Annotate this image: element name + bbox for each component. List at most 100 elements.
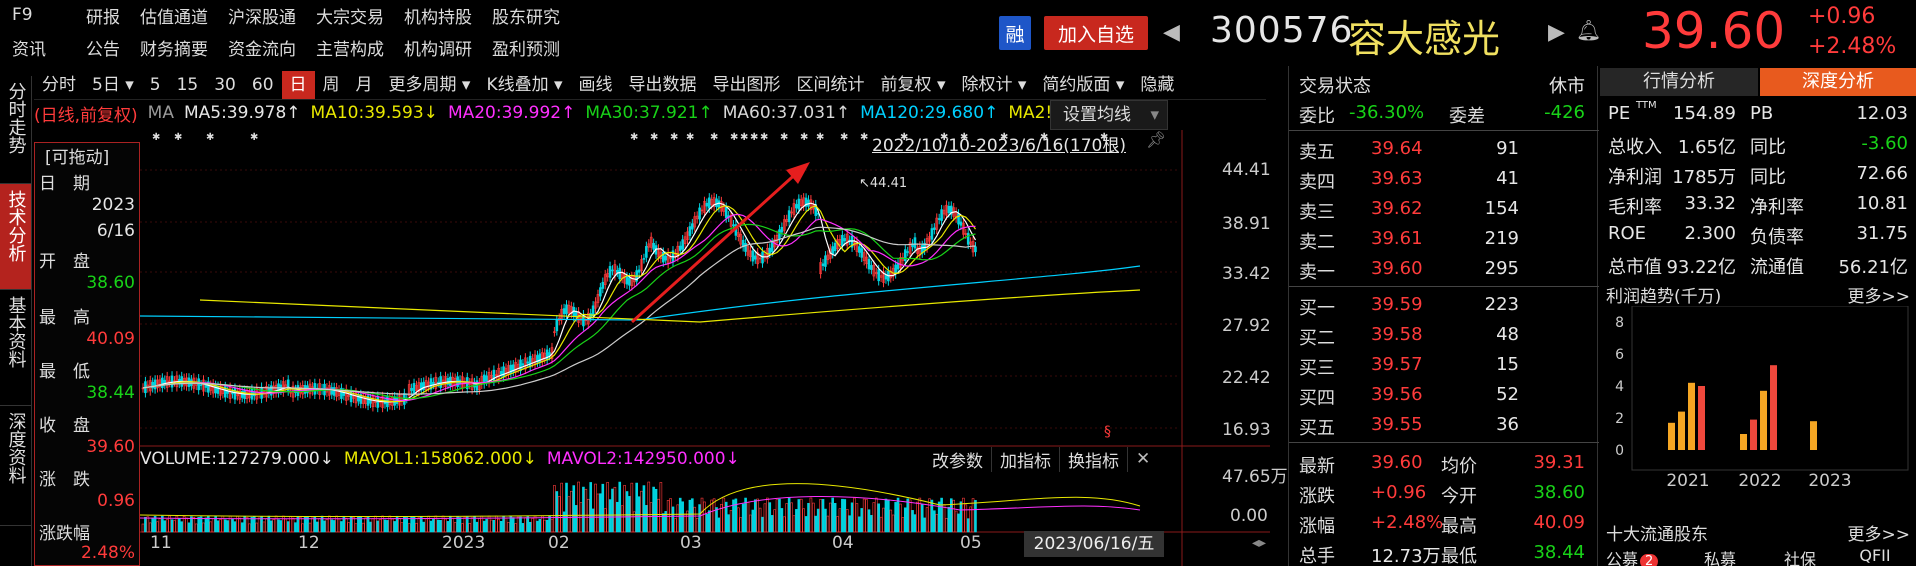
event-marker-icon[interactable]: ✱ [206,132,214,143]
toolbar-30min[interactable]: 30 [214,74,236,95]
profit-bar[interactable] [1668,422,1675,450]
toolbar-timeshare[interactable]: 分时 [42,74,76,95]
scroll-control-icon[interactable]: ◂▸ [1252,535,1267,551]
bid-row[interactable]: 买四 39.56 52 [1289,380,1599,410]
event-marker-icon[interactable]: ✱ [152,132,160,143]
ask-row[interactable]: 卖五 39.64 91 [1289,134,1599,164]
nav-research[interactable]: 研报 [86,7,120,28]
event-marker-icon[interactable]: § [1104,424,1111,440]
shareholders-more-link[interactable]: 更多>> [1847,525,1911,545]
date-range[interactable]: 2022/10/10-2023/6/16(170根) [872,136,1126,156]
margin-trading-badge[interactable]: 融 [999,16,1031,50]
toolbar-draw[interactable]: 画线 [578,74,613,95]
nav-block-trade[interactable]: 大宗交易 [316,7,384,28]
nav-stock-connect[interactable]: 沪深股通 [228,7,296,28]
profit-bar[interactable] [1698,386,1705,450]
tab-market-analysis[interactable]: 行情分析 [1600,68,1758,96]
bar-info-panel[interactable]: [可拖动] 日 期 2023 6/16 开 盘 38.60 最 高 40.09 … [34,142,140,566]
toolbar-60min[interactable]: 60 [251,74,274,95]
pin-icon[interactable]: 📌︎ [1146,130,1167,149]
change-params-button[interactable]: 改参数 [924,446,992,472]
profit-bar[interactable] [1760,390,1767,450]
toolbar-15min[interactable]: 15 [176,74,199,95]
toolbar-export-image[interactable]: 导出图形 [712,74,781,95]
tab-deep-analysis[interactable]: 深度分析 [1760,68,1916,96]
toolbar-hide[interactable]: 隐藏 [1140,74,1175,95]
add-favorite-button[interactable]: 加入自选 [1044,16,1148,50]
toolbar-5min[interactable]: 5 [149,74,161,95]
toolbar-day[interactable]: 日 [281,70,315,99]
toolbar-range-stats[interactable]: 区间统计 [796,74,865,95]
event-marker-icon[interactable]: ✱ [900,132,908,143]
profit-bar[interactable] [1678,411,1685,450]
event-marker-icon[interactable]: ✱ [960,132,968,143]
event-marker-icon[interactable]: ✱ [940,132,948,143]
bid-row[interactable]: 买五 39.55 36 [1289,410,1599,440]
bell-icon[interactable]: 🔔︎ [1576,18,1602,42]
nav-valuation[interactable]: 估值通道 [140,7,208,28]
ask-row[interactable]: 卖一 39.60 295 [1289,254,1599,284]
event-marker-icon[interactable]: ✱ [780,132,788,143]
event-marker-icon[interactable]: ✱ [1000,132,1008,143]
add-indicator-button[interactable]: 加指标 [992,446,1060,472]
holder-tag-qfii[interactable]: QFII [1859,546,1891,565]
event-marker-icon[interactable]: ✱ [750,132,758,143]
ask-row[interactable]: 卖二 39.61 219 [1289,224,1599,254]
event-marker-icon[interactable]: ✱ [860,132,868,143]
bid-row[interactable]: 买一 39.59 223 [1289,290,1599,320]
bid-row[interactable]: 买二 39.58 48 [1289,320,1599,350]
toolbar-exright[interactable]: 除权计 ▾ [961,74,1027,95]
side-tab-basic[interactable]: 基本资料 [0,290,31,406]
toolbar-simple-layout[interactable]: 简约版面 ▾ [1042,74,1125,95]
event-marker-icon[interactable]: ✱ [630,132,638,143]
event-marker-icon[interactable]: ✱ [840,132,848,143]
profit-trend-chart[interactable]: 0 2 4 6 8 2021 2022 2023 [1600,306,1916,486]
profit-bar[interactable] [1810,421,1817,450]
bid-row[interactable]: 买三 39.57 15 [1289,350,1599,380]
profit-bar[interactable] [1750,419,1757,450]
nav-fund-flow[interactable]: 资金流向 [228,39,296,60]
nav-announcement[interactable]: 公告 [86,39,120,60]
toolbar-month[interactable]: 月 [355,74,373,95]
toolbar-fq[interactable]: 前复权 ▾ [880,74,946,95]
nav-shareholder-research[interactable]: 股东研究 [492,7,560,28]
side-tab-deep[interactable]: 深度资料 [0,406,31,526]
event-marker-icon[interactable]: ✱ [730,132,738,143]
event-marker-icon[interactable]: ✱ [174,132,182,143]
nav-news[interactable]: 资讯 [12,39,46,60]
event-marker-icon[interactable]: ✱ [800,132,808,143]
side-tab-technical[interactable]: 技术分析 [0,184,31,290]
toolbar-export-data[interactable]: 导出数据 [628,74,697,95]
next-stock-icon[interactable]: ▶ [1548,20,1565,45]
nav-institution-survey[interactable]: 机构调研 [404,39,472,60]
event-marker-icon[interactable]: ✱ [686,132,694,143]
holder-tag-private[interactable]: 私募 [1703,550,1736,566]
event-marker-icon[interactable]: ✱ [650,132,658,143]
swap-indicator-button[interactable]: 换指标 [1060,446,1128,472]
event-marker-icon[interactable]: ✱ [1040,132,1048,143]
nav-f9[interactable]: F9 [12,5,33,25]
nav-earnings-forecast[interactable]: 盈利预测 [492,39,560,60]
profit-bar[interactable] [1688,382,1695,450]
kline-chart[interactable]: ✱ ✱ ✱ ✱ ✱ ✱ ✱ ✱ ✱ ✱ ✱ ✱ ✱ ✱ ✱ ✱ ✱ ✱ ✱ ✱ ✱ ✱ ✱ ✱ [140,130,1270,566]
profit-bar[interactable] [1770,365,1777,450]
nav-financial-summary[interactable]: 财务摘要 [140,39,208,60]
toolbar-week[interactable]: 周 [322,74,340,95]
holder-tag-fund[interactable]: 公募 2 [1606,546,1680,566]
prev-stock-icon[interactable]: ◀ [1163,20,1180,45]
ask-row[interactable]: 卖三 39.62 154 [1289,194,1599,224]
profit-more-link[interactable]: 更多>> [1847,287,1911,307]
event-marker-icon[interactable]: ✱ [670,132,678,143]
event-marker-icon[interactable]: ✱ [710,132,718,143]
event-marker-icon[interactable]: ✱ [760,132,768,143]
event-marker-icon[interactable]: ✱ [250,132,258,143]
holder-tag-social-security[interactable]: 社保 [1783,550,1816,566]
nav-business-composition[interactable]: 主营构成 [316,39,384,60]
nav-institution-holding[interactable]: 机构持股 [404,7,472,28]
toolbar-kline-overlay[interactable]: K线叠加 ▾ [486,74,563,95]
side-tab-timeshare[interactable]: 分时走势 [0,76,31,184]
event-marker-icon[interactable]: ✱ [1100,132,1108,143]
close-icon[interactable]: ✕ [1136,449,1151,469]
event-marker-icon[interactable]: ✱ [816,132,824,143]
event-marker-icon[interactable]: ✱ [740,132,748,143]
